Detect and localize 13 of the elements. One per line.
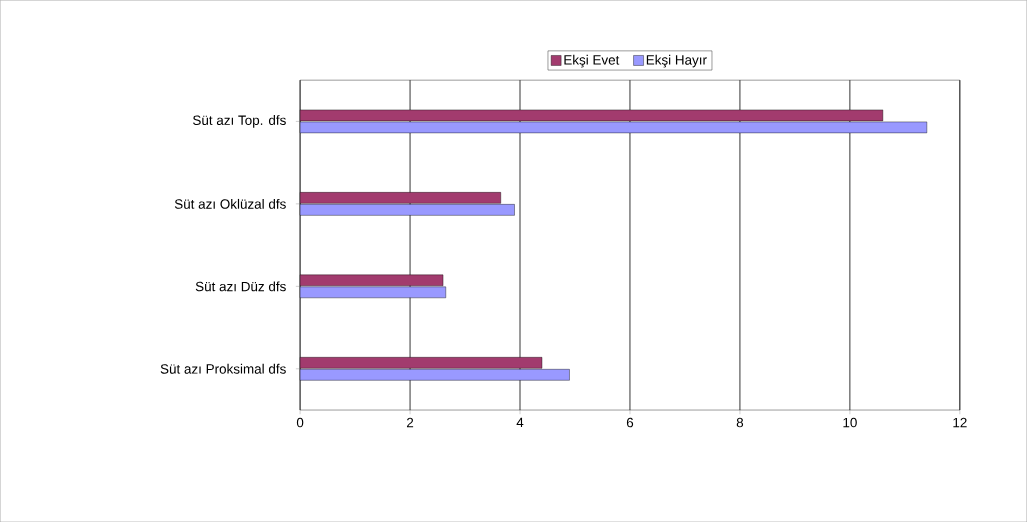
- legend-label: Ekşi Evet: [564, 54, 620, 68]
- x-tick-label: 10: [843, 417, 857, 428]
- x-tick-label: 12: [953, 417, 967, 428]
- x-tick-label: 8: [736, 417, 744, 428]
- y-tick-label: Süt azı Düz dfs: [195, 281, 286, 292]
- x-tick-label: 6: [626, 417, 634, 428]
- y-tick-label: Süt azı Proksimal dfs: [160, 363, 286, 374]
- y-tick-label: Süt azı Top. dfs: [193, 115, 286, 128]
- x-tick-label: 0: [296, 417, 304, 428]
- x-tick-label: 2: [406, 417, 414, 428]
- y-tick-label: Süt azı Oklüzal dfs: [174, 198, 286, 209]
- legend-label: Ekşi Hayır: [646, 54, 707, 68]
- x-tick-label: 4: [516, 417, 524, 427]
